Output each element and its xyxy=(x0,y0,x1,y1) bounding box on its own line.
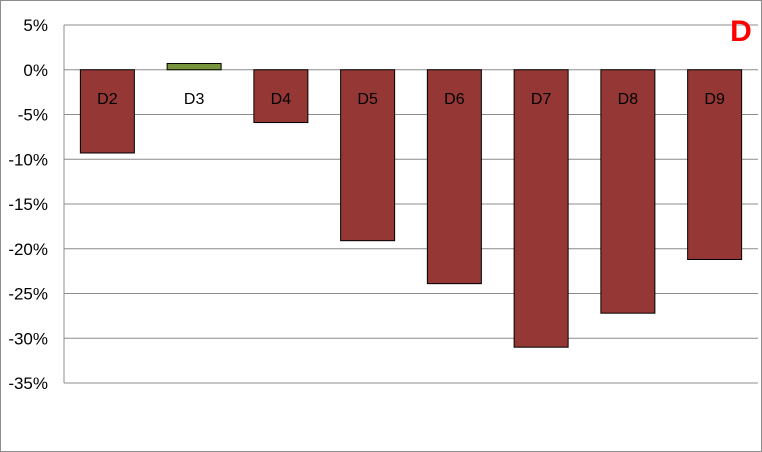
y-tick-label-0: 5% xyxy=(23,16,48,35)
category-label-d9: D9 xyxy=(704,91,725,108)
category-label-d5: D5 xyxy=(357,91,378,108)
y-tick-label-4: -15% xyxy=(8,195,48,214)
bar-d8 xyxy=(600,69,656,314)
bars xyxy=(79,62,743,348)
category-labels: D2 D3 D4 D5 D6 D7 D8 D9 xyxy=(97,91,725,108)
bar-d4 xyxy=(253,69,309,124)
y-axis-tick-labels: 5% 0% -5% -10% -15% -20% -25% -30% -35% xyxy=(8,16,48,393)
category-label-d8: D8 xyxy=(618,91,639,108)
y-tick-label-7: -30% xyxy=(8,329,48,348)
bar-d2 xyxy=(79,69,135,154)
category-label-d2: D2 xyxy=(97,91,118,108)
bar-d9 xyxy=(687,69,743,260)
bar-d5 xyxy=(340,69,396,242)
y-tick-label-3: -10% xyxy=(8,150,48,169)
panel-letter: D xyxy=(730,15,752,48)
category-label-d3: D3 xyxy=(184,91,205,108)
category-label-d4: D4 xyxy=(271,91,292,108)
y-tick-label-2: -5% xyxy=(18,106,48,125)
bar-d7 xyxy=(513,69,569,348)
y-tick-label-8: -35% xyxy=(8,374,48,393)
y-tick-label-6: -25% xyxy=(8,285,48,304)
bar-d3 xyxy=(166,62,222,71)
category-label-d6: D6 xyxy=(444,91,465,108)
bar-d6 xyxy=(426,69,482,285)
y-tick-label-1: 0% xyxy=(23,61,48,80)
y-tick-label-5: -20% xyxy=(8,240,48,259)
category-label-d7: D7 xyxy=(531,91,552,108)
